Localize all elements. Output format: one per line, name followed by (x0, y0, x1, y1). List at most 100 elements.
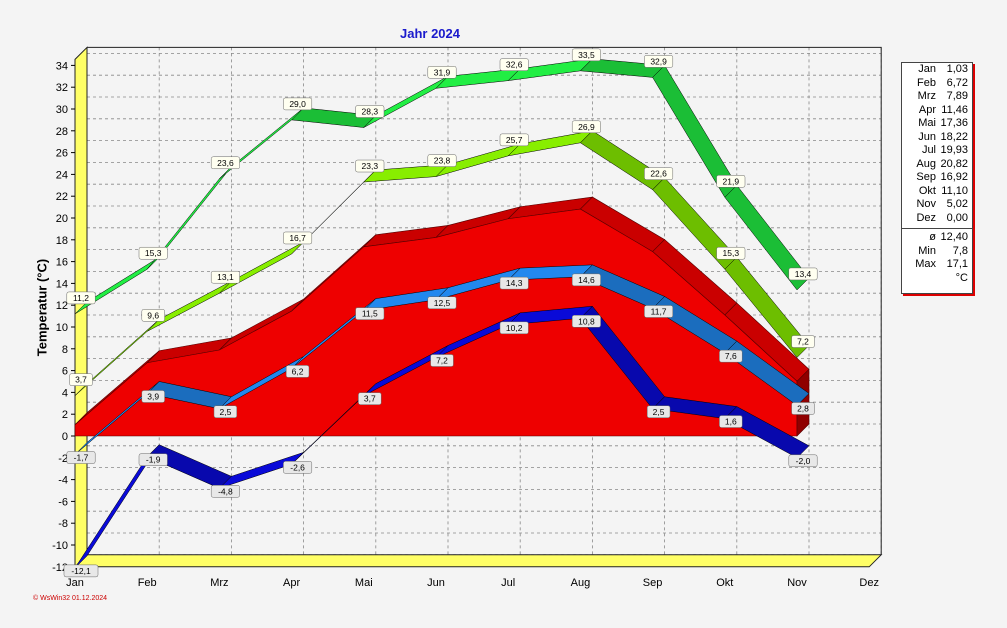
legend-value: 1,03 (946, 63, 968, 75)
data-label: 14,3 (506, 278, 523, 288)
data-label-box (499, 133, 529, 147)
data-label-box (719, 415, 743, 428)
data-label-box (141, 309, 165, 322)
legend-month-row: Dez 0,00 (902, 212, 972, 226)
legend-key: Max (915, 258, 936, 270)
data-label: 15,3 (145, 248, 162, 258)
x-tick-label: Jul (501, 577, 515, 589)
legend-value: 20,82 (940, 157, 968, 170)
mean-area (74, 196, 810, 437)
data-label-box (66, 451, 96, 464)
y-tick-label: -10 (52, 540, 68, 552)
y-tick-label: -6 (58, 496, 68, 508)
y-tick-label: 22 (56, 191, 68, 203)
legend-value: 18,22 (940, 130, 968, 143)
data-label-box (213, 405, 238, 418)
data-label: 13,4 (795, 269, 812, 279)
data-label: -2,6 (290, 462, 305, 472)
data-label-box (644, 55, 674, 68)
y-tick-label: 8 (62, 344, 68, 356)
y-tick-label: 24 (56, 169, 68, 181)
data-label: 9,6 (147, 310, 159, 320)
data-label: -1,7 (74, 453, 89, 463)
y-axis: -12-10-8-6-4-202468101214161820222426283… (52, 60, 75, 574)
data-label-box (791, 335, 815, 348)
legend-month-row: Sep 16,92 (902, 171, 972, 185)
data-label-box (571, 48, 601, 62)
series-min (74, 305, 810, 569)
data-label-box (141, 390, 165, 403)
data-label: 29,0 (289, 99, 306, 109)
x-axis: Jan Feb Mrz Apr Mai Jun Jul Aug Sep Okt Nov Dez (66, 577, 879, 589)
data-label: 7,2 (797, 337, 809, 347)
legend-month-row: Mai 17,36 (902, 117, 972, 131)
legend-key: Aug (916, 157, 936, 170)
series-ribbon-segment (724, 406, 810, 459)
legend-key: Nov (916, 198, 936, 210)
data-label-box (427, 296, 457, 309)
series-ribbon-segment (580, 130, 665, 190)
data-label-box (285, 365, 310, 378)
data-label-box (358, 392, 382, 405)
data-label: 3,7 (364, 394, 376, 404)
data-label: 6,2 (292, 366, 304, 376)
x-tick-label: Mrz (210, 577, 228, 589)
data-label: 12,5 (434, 298, 451, 308)
data-label-box (283, 97, 313, 111)
legend-value: 17,1 (946, 258, 968, 270)
data-label: 3,9 (147, 391, 159, 401)
data-label: 11,2 (73, 293, 89, 303)
data-label-box (644, 305, 674, 318)
data-label-box (571, 120, 601, 134)
data-label: 3,7 (75, 375, 87, 385)
data-label: 10,2 (506, 323, 523, 333)
y-tick-label: 16 (56, 257, 68, 269)
series-ribbon-segment (724, 340, 810, 406)
legend-value: 16,92 (940, 171, 968, 183)
y-tick-label: 28 (56, 126, 68, 138)
x-tick-label: Apr (283, 577, 300, 589)
y-tick-label: 32 (56, 82, 68, 94)
legend-key: ø (929, 231, 936, 243)
series-ribbon-segment (147, 280, 232, 332)
data-label-box (499, 58, 529, 71)
legend-month-row: Mrz 7,89 (902, 90, 972, 104)
y-tick-label: 2 (62, 409, 68, 421)
legend-stat-row: Min 7,8 (902, 245, 972, 259)
legend-key: Jan (918, 63, 936, 75)
y-tick-label: 0 (62, 431, 68, 443)
data-label: 33,5 (578, 50, 595, 60)
y-tick-label: -2 (58, 453, 68, 465)
data-label: -12,1 (71, 566, 91, 576)
data-label-box (571, 315, 601, 328)
data-label-box (427, 154, 457, 167)
data-label: -1,9 (146, 455, 161, 465)
y-tick-label: -8 (58, 518, 68, 530)
data-label: -2,0 (796, 456, 811, 466)
data-label: 14,6 (578, 275, 595, 285)
data-label-box (283, 461, 313, 474)
labels-max: 11,2 15,3 23,6 29,0 28,3 31,9 32,6 33,5 32,9 21,9… (66, 48, 818, 305)
data-label-box (210, 485, 240, 498)
monthly-mean-legend: Jan 1,03 Feb 6,72 Mrz 7,89 Apr 11,46 Mai 17,36 Jun… (901, 62, 973, 294)
y-tick-label: 14 (56, 278, 68, 290)
data-label-box (355, 105, 385, 118)
data-label: 32,9 (650, 56, 667, 66)
legend-value: 11,10 (941, 184, 968, 197)
data-label-box (283, 231, 313, 245)
legend-month-row: Nov 5,02 (902, 198, 972, 212)
data-label: 23,6 (217, 158, 234, 168)
data-label: 23,3 (362, 161, 379, 171)
data-label: -4,8 (218, 486, 233, 496)
data-label-box (788, 267, 818, 281)
legend-key: Apr (918, 103, 936, 116)
legend-value: 0,00 (946, 211, 968, 224)
data-label-box (719, 349, 743, 363)
data-label: 16,7 (289, 233, 306, 243)
data-label: 2,5 (219, 407, 231, 417)
y-tick-label: 26 (56, 148, 68, 160)
legend-key: Jul (921, 144, 936, 156)
chart-title: Jahr 2024 (400, 26, 460, 41)
data-label-box (66, 291, 96, 305)
data-label-box (646, 405, 671, 418)
